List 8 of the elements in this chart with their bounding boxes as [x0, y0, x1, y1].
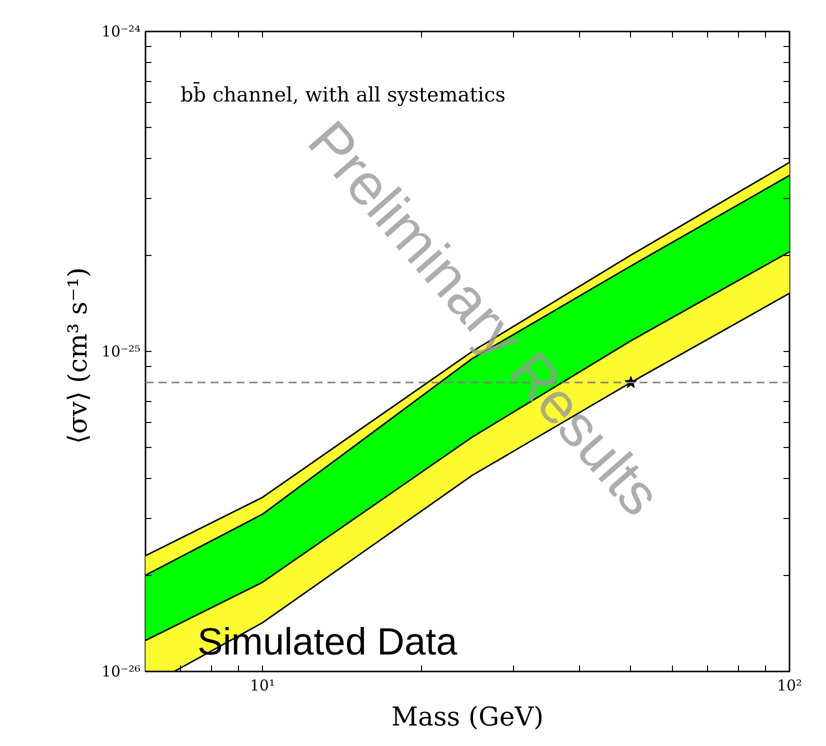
y-tick-label: 10⁻²⁶ [101, 662, 140, 680]
annotation: bb̄ channel, with all systematics [180, 82, 506, 106]
y-tick-label: 10⁻²⁵ [101, 342, 140, 360]
x-tick-label: 10¹ [250, 676, 275, 694]
y-tick-label: 10⁻²⁴ [101, 22, 140, 40]
x-tick-label: 10² [776, 676, 802, 694]
y-axis-title: ⟨σv⟩ (cm³ s⁻¹) [63, 267, 94, 444]
x-axis-title: Mass (GeV) [391, 702, 544, 732]
